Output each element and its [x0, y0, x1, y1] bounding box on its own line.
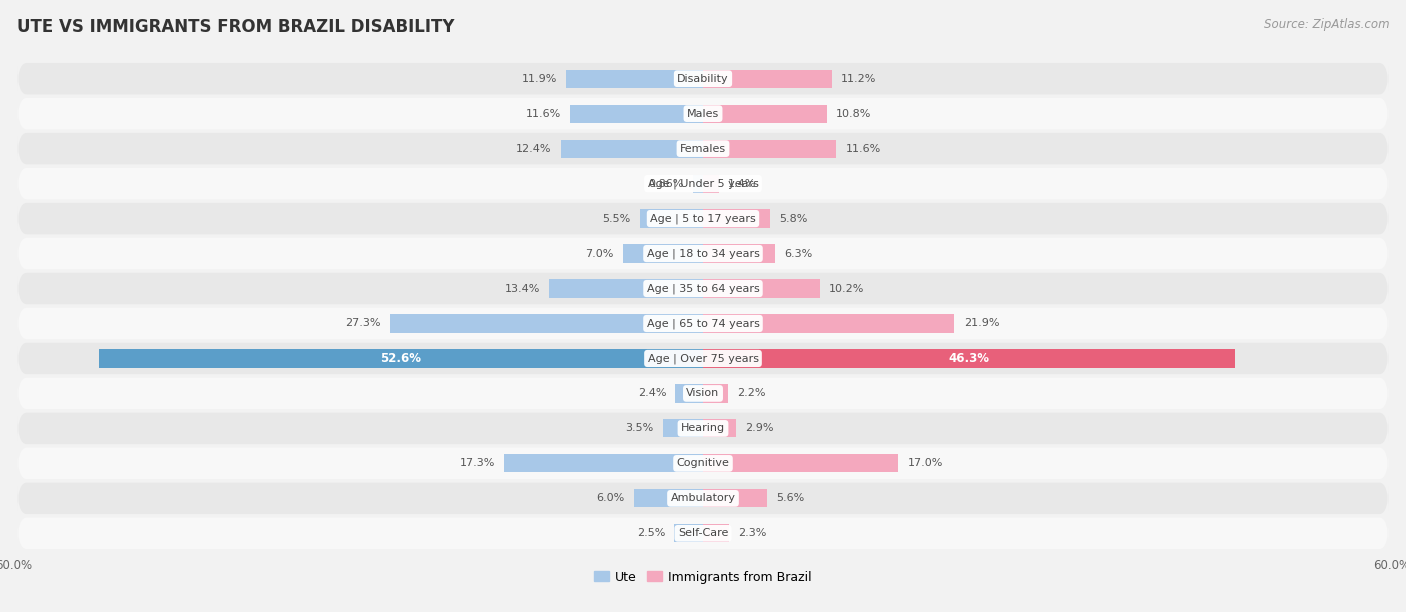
Bar: [634, 489, 703, 507]
Bar: [703, 524, 730, 542]
Text: 2.4%: 2.4%: [638, 389, 666, 398]
Bar: [703, 454, 898, 472]
FancyBboxPatch shape: [17, 133, 1389, 165]
FancyBboxPatch shape: [17, 98, 1389, 129]
Bar: [675, 384, 703, 403]
Bar: [703, 209, 769, 228]
Text: Age | 5 to 17 years: Age | 5 to 17 years: [650, 214, 756, 224]
Text: 17.3%: 17.3%: [460, 458, 495, 468]
Text: Hearing: Hearing: [681, 424, 725, 433]
Text: 6.3%: 6.3%: [785, 248, 813, 258]
Bar: [505, 454, 703, 472]
Text: 2.2%: 2.2%: [738, 389, 766, 398]
Bar: [703, 280, 820, 297]
Text: 27.3%: 27.3%: [344, 318, 381, 329]
Bar: [703, 244, 775, 263]
Text: 1.4%: 1.4%: [728, 179, 756, 188]
Text: Age | 35 to 64 years: Age | 35 to 64 years: [647, 283, 759, 294]
Text: 5.6%: 5.6%: [776, 493, 804, 503]
Bar: [550, 280, 703, 297]
Bar: [389, 315, 703, 332]
Bar: [703, 489, 768, 507]
Text: Males: Males: [688, 109, 718, 119]
Text: 0.86%: 0.86%: [648, 179, 683, 188]
Text: 5.5%: 5.5%: [602, 214, 631, 223]
Text: 10.8%: 10.8%: [837, 109, 872, 119]
Bar: [623, 244, 703, 263]
Text: Cognitive: Cognitive: [676, 458, 730, 468]
FancyBboxPatch shape: [17, 447, 1389, 479]
Bar: [98, 349, 703, 368]
Bar: [567, 70, 703, 88]
Bar: [693, 174, 703, 193]
FancyBboxPatch shape: [17, 518, 1389, 549]
Text: 13.4%: 13.4%: [505, 283, 540, 294]
FancyBboxPatch shape: [17, 378, 1389, 409]
Text: 21.9%: 21.9%: [963, 318, 1000, 329]
Bar: [703, 105, 827, 123]
Text: 10.2%: 10.2%: [830, 283, 865, 294]
Text: Source: ZipAtlas.com: Source: ZipAtlas.com: [1264, 18, 1389, 31]
Text: Ambulatory: Ambulatory: [671, 493, 735, 503]
Text: 12.4%: 12.4%: [516, 144, 551, 154]
Text: 52.6%: 52.6%: [381, 352, 422, 365]
Bar: [662, 419, 703, 438]
Bar: [703, 419, 737, 438]
Text: 5.8%: 5.8%: [779, 214, 807, 223]
Text: 11.9%: 11.9%: [522, 73, 557, 84]
Text: Age | 18 to 34 years: Age | 18 to 34 years: [647, 248, 759, 259]
FancyBboxPatch shape: [17, 412, 1389, 444]
Text: 11.2%: 11.2%: [841, 73, 876, 84]
Text: 17.0%: 17.0%: [907, 458, 943, 468]
Text: UTE VS IMMIGRANTS FROM BRAZIL DISABILITY: UTE VS IMMIGRANTS FROM BRAZIL DISABILITY: [17, 18, 454, 36]
Text: Self-Care: Self-Care: [678, 528, 728, 539]
Bar: [675, 524, 703, 542]
Text: Age | Over 75 years: Age | Over 75 years: [648, 353, 758, 364]
Text: 11.6%: 11.6%: [845, 144, 880, 154]
Text: Vision: Vision: [686, 389, 720, 398]
Bar: [569, 105, 703, 123]
FancyBboxPatch shape: [17, 273, 1389, 304]
Bar: [703, 349, 1234, 368]
Text: 11.6%: 11.6%: [526, 109, 561, 119]
FancyBboxPatch shape: [17, 308, 1389, 339]
Text: Disability: Disability: [678, 73, 728, 84]
Text: 7.0%: 7.0%: [585, 248, 613, 258]
Legend: Ute, Immigrants from Brazil: Ute, Immigrants from Brazil: [589, 565, 817, 589]
Bar: [703, 140, 837, 158]
Text: 3.5%: 3.5%: [626, 424, 654, 433]
Bar: [703, 315, 955, 332]
Bar: [703, 174, 718, 193]
Text: Age | Under 5 years: Age | Under 5 years: [648, 178, 758, 189]
FancyBboxPatch shape: [17, 343, 1389, 374]
FancyBboxPatch shape: [17, 203, 1389, 234]
FancyBboxPatch shape: [17, 483, 1389, 514]
Bar: [561, 140, 703, 158]
Bar: [703, 384, 728, 403]
Text: 2.3%: 2.3%: [738, 528, 766, 539]
Text: 2.9%: 2.9%: [745, 424, 773, 433]
Text: Age | 65 to 74 years: Age | 65 to 74 years: [647, 318, 759, 329]
FancyBboxPatch shape: [17, 238, 1389, 269]
Text: 46.3%: 46.3%: [948, 352, 990, 365]
Text: 2.5%: 2.5%: [637, 528, 665, 539]
Text: Females: Females: [681, 144, 725, 154]
FancyBboxPatch shape: [17, 63, 1389, 94]
Text: 6.0%: 6.0%: [596, 493, 624, 503]
Bar: [703, 70, 831, 88]
Bar: [640, 209, 703, 228]
FancyBboxPatch shape: [17, 168, 1389, 200]
